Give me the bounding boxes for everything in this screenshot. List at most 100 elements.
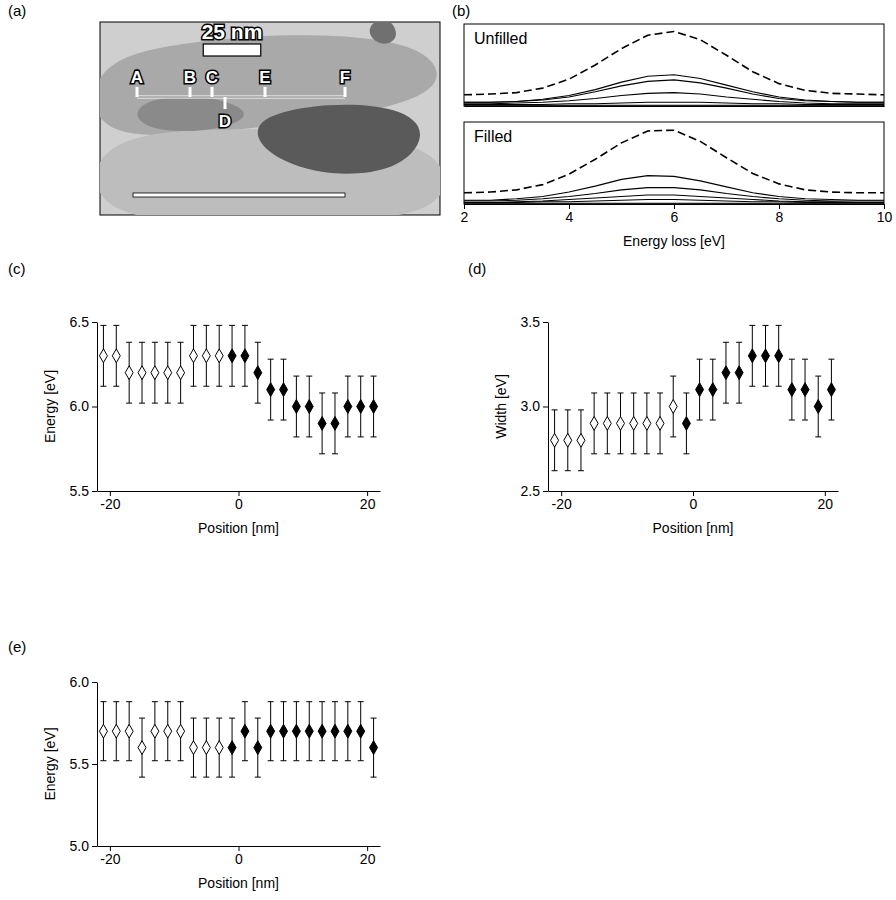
scale-bar [203, 44, 261, 56]
y-axis: 5.05.56.0 [70, 674, 98, 854]
error-bar-cap [776, 386, 782, 387]
error-bar-cap [255, 777, 261, 778]
error-bar [345, 702, 351, 761]
tick-label: 10 [877, 209, 893, 225]
spectrum-line [464, 93, 884, 104]
error-bar [332, 702, 338, 761]
error-bar-cap [152, 342, 158, 343]
point [151, 724, 159, 738]
error-bar-cap [723, 403, 729, 404]
error-bar-cap [670, 436, 676, 437]
error-bar-cap [139, 777, 145, 778]
tick-label: -20 [100, 496, 120, 512]
tick: 0 [690, 491, 698, 512]
error-bar [203, 325, 209, 386]
error-bar [126, 342, 132, 403]
point [748, 349, 756, 363]
error-bar-cap [763, 386, 769, 387]
error-bar [776, 325, 782, 386]
tick-mark [92, 682, 97, 683]
error-bar-cap [255, 403, 261, 404]
error-bar [697, 359, 703, 420]
point [112, 724, 120, 738]
tick: 2 [461, 204, 469, 225]
error-bar-cap [281, 359, 287, 360]
profile-line [137, 96, 345, 99]
error-bar-cap [345, 760, 351, 761]
error-bar [578, 410, 584, 471]
error-bar-cap [190, 718, 196, 719]
point [617, 416, 625, 430]
error-bar-cap [565, 470, 571, 471]
error-bar-cap [644, 453, 650, 454]
tick-label: 20 [360, 851, 376, 867]
point [267, 724, 275, 738]
error-bar [255, 342, 261, 403]
tick: 20 [360, 491, 376, 512]
error-bar-cap [229, 718, 235, 719]
error-bar-cap [255, 342, 261, 343]
error-bar-cap [126, 342, 132, 343]
y-axis-title: Width [eV] [493, 374, 509, 439]
line-panel: Unfilled [464, 24, 885, 107]
panel-letter: (c) [8, 260, 26, 277]
tick-mark [92, 407, 97, 408]
error-bar-cap [216, 325, 222, 326]
image-texture [370, 22, 396, 44]
error-bar-cap [242, 701, 248, 702]
point [177, 366, 185, 380]
spectrum-line [464, 80, 884, 102]
error-bar-cap [229, 386, 235, 387]
error-bar [789, 359, 795, 420]
point [215, 349, 223, 363]
tick-label: 3.0 [521, 398, 541, 414]
tick-label: 5.5 [70, 483, 90, 499]
spectrum-line [464, 130, 884, 193]
error-bar-cap [345, 376, 351, 377]
error-bar-cap [332, 392, 338, 393]
tick-label: -20 [552, 496, 572, 512]
point [669, 400, 677, 414]
spectrum-line [464, 102, 884, 104]
error-bar [242, 702, 248, 761]
y-axis-line [548, 323, 549, 492]
error-bar-cap [319, 453, 325, 454]
point [292, 400, 300, 414]
error-bar-cap [242, 386, 248, 387]
tick-label: 0 [690, 496, 698, 512]
tick-mark [92, 491, 97, 492]
error-bar-cap [828, 359, 834, 360]
error-bar-cap [815, 376, 821, 377]
error-bar-cap [165, 760, 171, 761]
error-bar-cap [604, 453, 610, 454]
error-bar-cap [736, 403, 742, 404]
y-axis-line [97, 323, 98, 492]
error-bar [139, 342, 145, 403]
error-bar-cap [100, 701, 106, 702]
error-bar-cap [332, 760, 338, 761]
point [112, 349, 120, 363]
error-bar-cap [618, 453, 624, 454]
error-bar [749, 325, 755, 386]
y-axis-title: Energy [eV] [42, 370, 58, 443]
error-bar-cap [178, 403, 184, 404]
point [344, 724, 352, 738]
error-bar-cap [203, 777, 209, 778]
panel-letter: (a) [8, 2, 26, 19]
tick: 20 [360, 846, 376, 867]
error-bar-cap [126, 403, 132, 404]
point [551, 433, 559, 447]
tick: 6.5 [70, 314, 97, 330]
error-bar-cap [100, 760, 106, 761]
error-bar [178, 342, 184, 403]
tick-label: 4 [566, 209, 574, 225]
point [801, 383, 809, 397]
tick-label: 2.5 [521, 483, 541, 499]
error-bar [113, 702, 119, 761]
error-bar-cap [670, 376, 676, 377]
tick-label: 20 [360, 496, 376, 512]
error-bar [332, 393, 338, 454]
error-bar-cap [763, 325, 769, 326]
tick-label: 6.0 [70, 398, 90, 414]
x-axis: -20020 [98, 491, 381, 512]
